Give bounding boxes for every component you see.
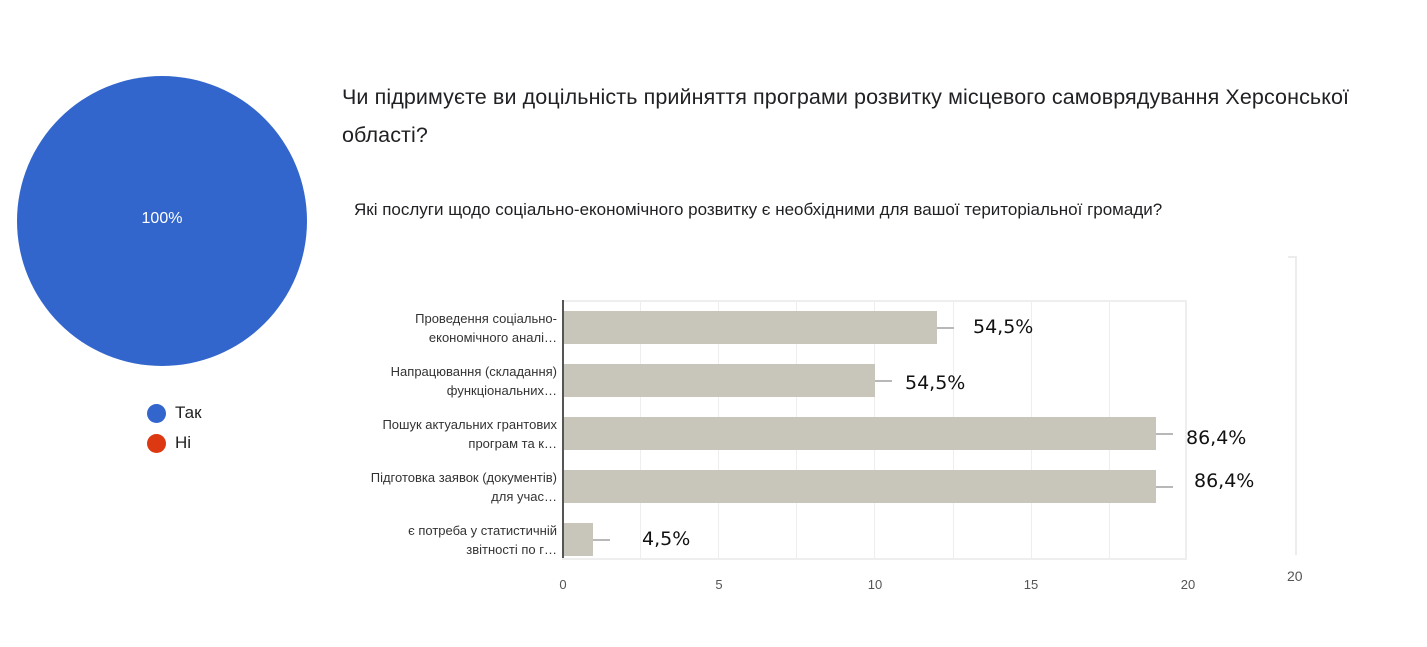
error-whisker	[593, 539, 610, 541]
pie-legend: Так Ні	[147, 398, 202, 458]
category-line: для учас…	[491, 489, 557, 504]
data-label: 54,5%	[905, 372, 966, 394]
legend-dot-icon	[147, 433, 166, 453]
bar[interactable]	[564, 523, 593, 556]
side-axis-label: 20	[1287, 568, 1303, 584]
data-label: 4,5%	[642, 528, 691, 550]
category-line: Проведення соціально-	[415, 311, 557, 326]
category-label: Пошук актуальних грантових програм та к…	[317, 415, 557, 453]
data-label: 54,5%	[973, 316, 1034, 338]
data-label: 86,4%	[1194, 470, 1255, 492]
bar[interactable]	[564, 311, 937, 344]
side-axis-line	[1295, 256, 1297, 555]
bar-question-title: Які послуги щодо соціально-економічного …	[354, 200, 1163, 219]
legend-label: Так	[175, 403, 202, 422]
y-axis-line	[562, 300, 564, 558]
error-whisker	[1156, 433, 1173, 435]
category-line: Пошук актуальних грантових	[382, 417, 557, 432]
category-label: Підготовка заявок (документів) для учас…	[317, 468, 557, 506]
bar[interactable]	[564, 470, 1156, 503]
category-label: Напрацювання (складання) функціональних…	[317, 362, 557, 400]
legend-label: Ні	[175, 433, 192, 452]
error-whisker	[1156, 486, 1173, 488]
category-label: Проведення соціально- економічного аналі…	[317, 309, 557, 347]
pie-question-title: Чи підримуєте ви доцільність прийняття п…	[342, 85, 1350, 147]
category-line: звітності по г…	[466, 542, 557, 557]
pie-chart: 100%	[17, 76, 307, 366]
legend-dot-icon	[147, 403, 166, 423]
side-axis-tick	[1288, 256, 1297, 258]
bar[interactable]	[564, 364, 875, 397]
x-tick-label: 5	[715, 577, 723, 592]
bar-chart-plot: 54,5% 54,5% 86,4% 86,4% 4,5%	[562, 300, 1254, 560]
x-tick-label: 10	[867, 577, 883, 592]
x-tick-label: 20	[1180, 577, 1196, 592]
legend-item-tak[interactable]: Так	[147, 398, 202, 428]
category-line: програм та к…	[468, 436, 557, 451]
category-line: Напрацювання (складання)	[390, 364, 557, 379]
error-whisker	[875, 380, 892, 382]
category-line: Підготовка заявок (документів)	[370, 470, 557, 485]
legend-item-ni[interactable]: Ні	[147, 428, 202, 458]
category-line: функціональних…	[446, 383, 557, 398]
error-whisker	[937, 327, 954, 329]
pie-slice-tak[interactable]: 100%	[17, 76, 307, 366]
category-line: економічного аналі…	[428, 330, 557, 345]
category-line: є потреба у статистичній	[408, 523, 557, 538]
x-tick-label: 15	[1023, 577, 1039, 592]
data-label: 86,4%	[1186, 427, 1247, 449]
pie-center-label: 100%	[141, 210, 183, 227]
x-tick-label: 0	[559, 577, 567, 592]
category-label: є потреба у статистичній звітності по г…	[317, 521, 557, 559]
bar[interactable]	[564, 417, 1156, 450]
